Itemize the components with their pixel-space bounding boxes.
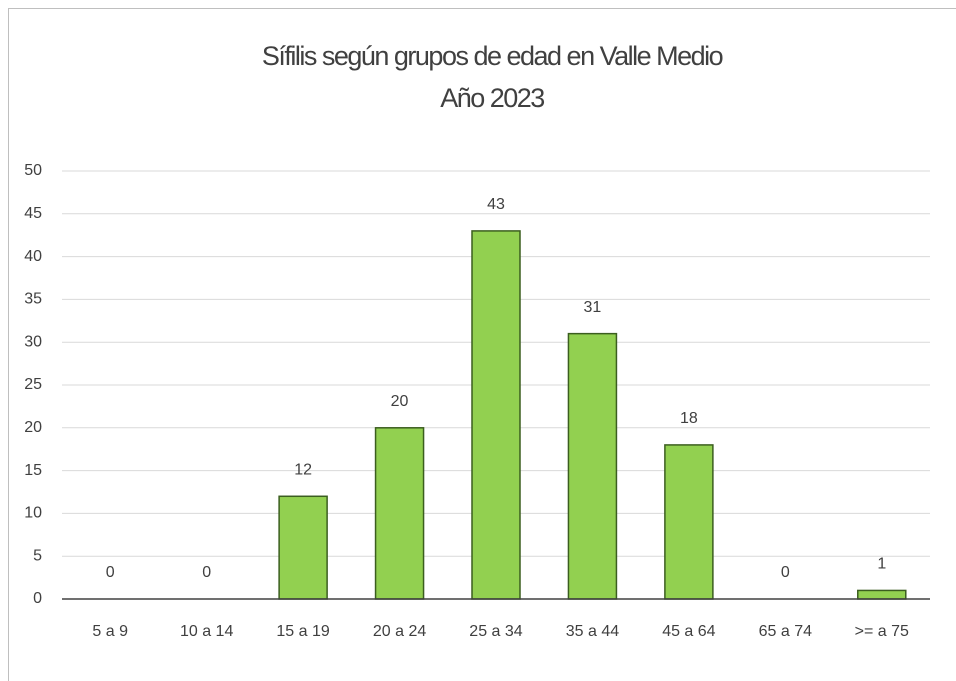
x-tick-label: 15 a 19 — [276, 623, 329, 640]
x-tick-label: 35 a 44 — [566, 623, 619, 640]
y-tick-label: 25 — [24, 376, 42, 393]
x-tick-label: >= a 75 — [855, 623, 909, 640]
bar — [857, 589, 907, 600]
x-tick-label: 20 a 24 — [373, 623, 426, 640]
data-label: 0 — [106, 564, 115, 581]
x-tick-label: 10 a 14 — [180, 623, 233, 640]
y-tick-label: 50 — [24, 162, 42, 179]
y-tick-label: 30 — [24, 333, 42, 350]
data-label: 12 — [294, 461, 312, 478]
bar — [278, 495, 328, 600]
data-label: 18 — [680, 410, 698, 427]
y-tick-label: 35 — [24, 291, 42, 308]
x-tick-label: 25 a 34 — [469, 623, 522, 640]
data-label: 1 — [877, 556, 886, 573]
bar — [471, 230, 521, 600]
data-label: 0 — [781, 564, 790, 581]
bar — [664, 444, 714, 600]
y-tick-label: 10 — [24, 505, 42, 522]
bar — [374, 427, 425, 600]
x-tick-label: 5 a 9 — [92, 623, 128, 640]
bar — [567, 332, 618, 600]
y-tick-label: 45 — [24, 205, 42, 222]
y-tick-label: 40 — [24, 248, 42, 265]
data-label: 31 — [584, 299, 602, 316]
y-tick-label: 15 — [24, 462, 42, 479]
x-tick-label: 65 a 74 — [759, 623, 812, 640]
y-tick-label: 5 — [33, 547, 42, 564]
data-label: 43 — [487, 196, 505, 213]
chart-frame — [8, 8, 956, 681]
y-tick-label: 20 — [24, 419, 42, 436]
data-label: 20 — [391, 393, 409, 410]
y-tick-label: 0 — [33, 590, 42, 607]
data-label: 0 — [202, 564, 211, 581]
chart-title: Sífilis según grupos de edad en Valle Me… — [262, 41, 723, 71]
chart-subtitle: Año 2023 — [440, 83, 544, 113]
x-tick-label: 45 a 64 — [662, 623, 715, 640]
